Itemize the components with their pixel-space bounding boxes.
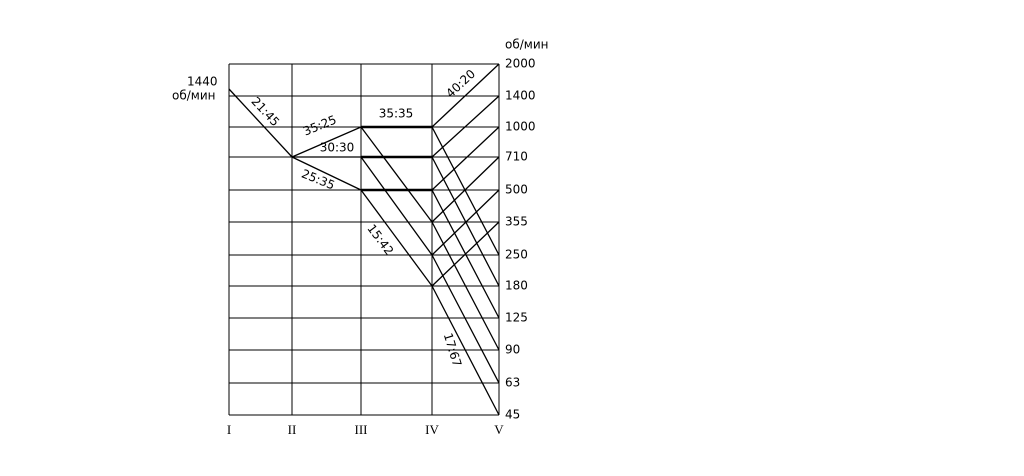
ray	[431, 63, 500, 128]
shaft-label: I	[227, 422, 231, 437]
grid	[228, 63, 500, 416]
speed-label: 1400	[505, 89, 536, 103]
ray	[360, 126, 433, 223]
speed-label: 90	[505, 343, 520, 357]
speed-label: 710	[505, 150, 528, 164]
ratio-label: 35:35	[379, 107, 414, 121]
speed-label: 250	[505, 248, 528, 262]
speed-label: 2000	[505, 57, 536, 71]
ratio-label: 40:20	[443, 67, 478, 101]
speed-label: 500	[505, 183, 528, 197]
input-unit: об/мин	[172, 89, 215, 103]
ray	[360, 156, 433, 256]
ratio-label: 25:35	[300, 167, 337, 193]
ray	[431, 285, 500, 416]
ratio-label: 15:42	[364, 222, 396, 258]
speed-label: 125	[505, 311, 528, 325]
ray	[360, 189, 433, 287]
gear-rays	[228, 63, 500, 416]
input-speed: 1440	[187, 75, 218, 89]
ray	[431, 221, 500, 287]
ray	[291, 156, 362, 191]
ray	[291, 126, 362, 158]
ray	[431, 189, 500, 256]
shaft-label: V	[494, 422, 504, 437]
shaft-label: II	[288, 422, 297, 437]
speed-label: 45	[505, 408, 520, 422]
ray	[431, 126, 500, 256]
ray	[431, 254, 500, 384]
ray	[228, 88, 293, 158]
ray	[431, 95, 500, 158]
ratio-label: 21:45	[248, 94, 282, 129]
speed-label: 63	[505, 376, 520, 390]
ray	[431, 156, 500, 223]
unit-label: об/мин	[505, 38, 548, 52]
ray	[431, 126, 500, 191]
speed-label: 180	[505, 279, 528, 293]
speed-label: 355	[505, 215, 528, 229]
shaft-label: IV	[425, 422, 439, 437]
ratio-label: 35:25	[301, 113, 338, 139]
ray	[431, 156, 500, 287]
shaft-label: III	[355, 422, 368, 437]
speed-label: 1000	[505, 120, 536, 134]
ratio-label: 30:30	[320, 141, 355, 155]
